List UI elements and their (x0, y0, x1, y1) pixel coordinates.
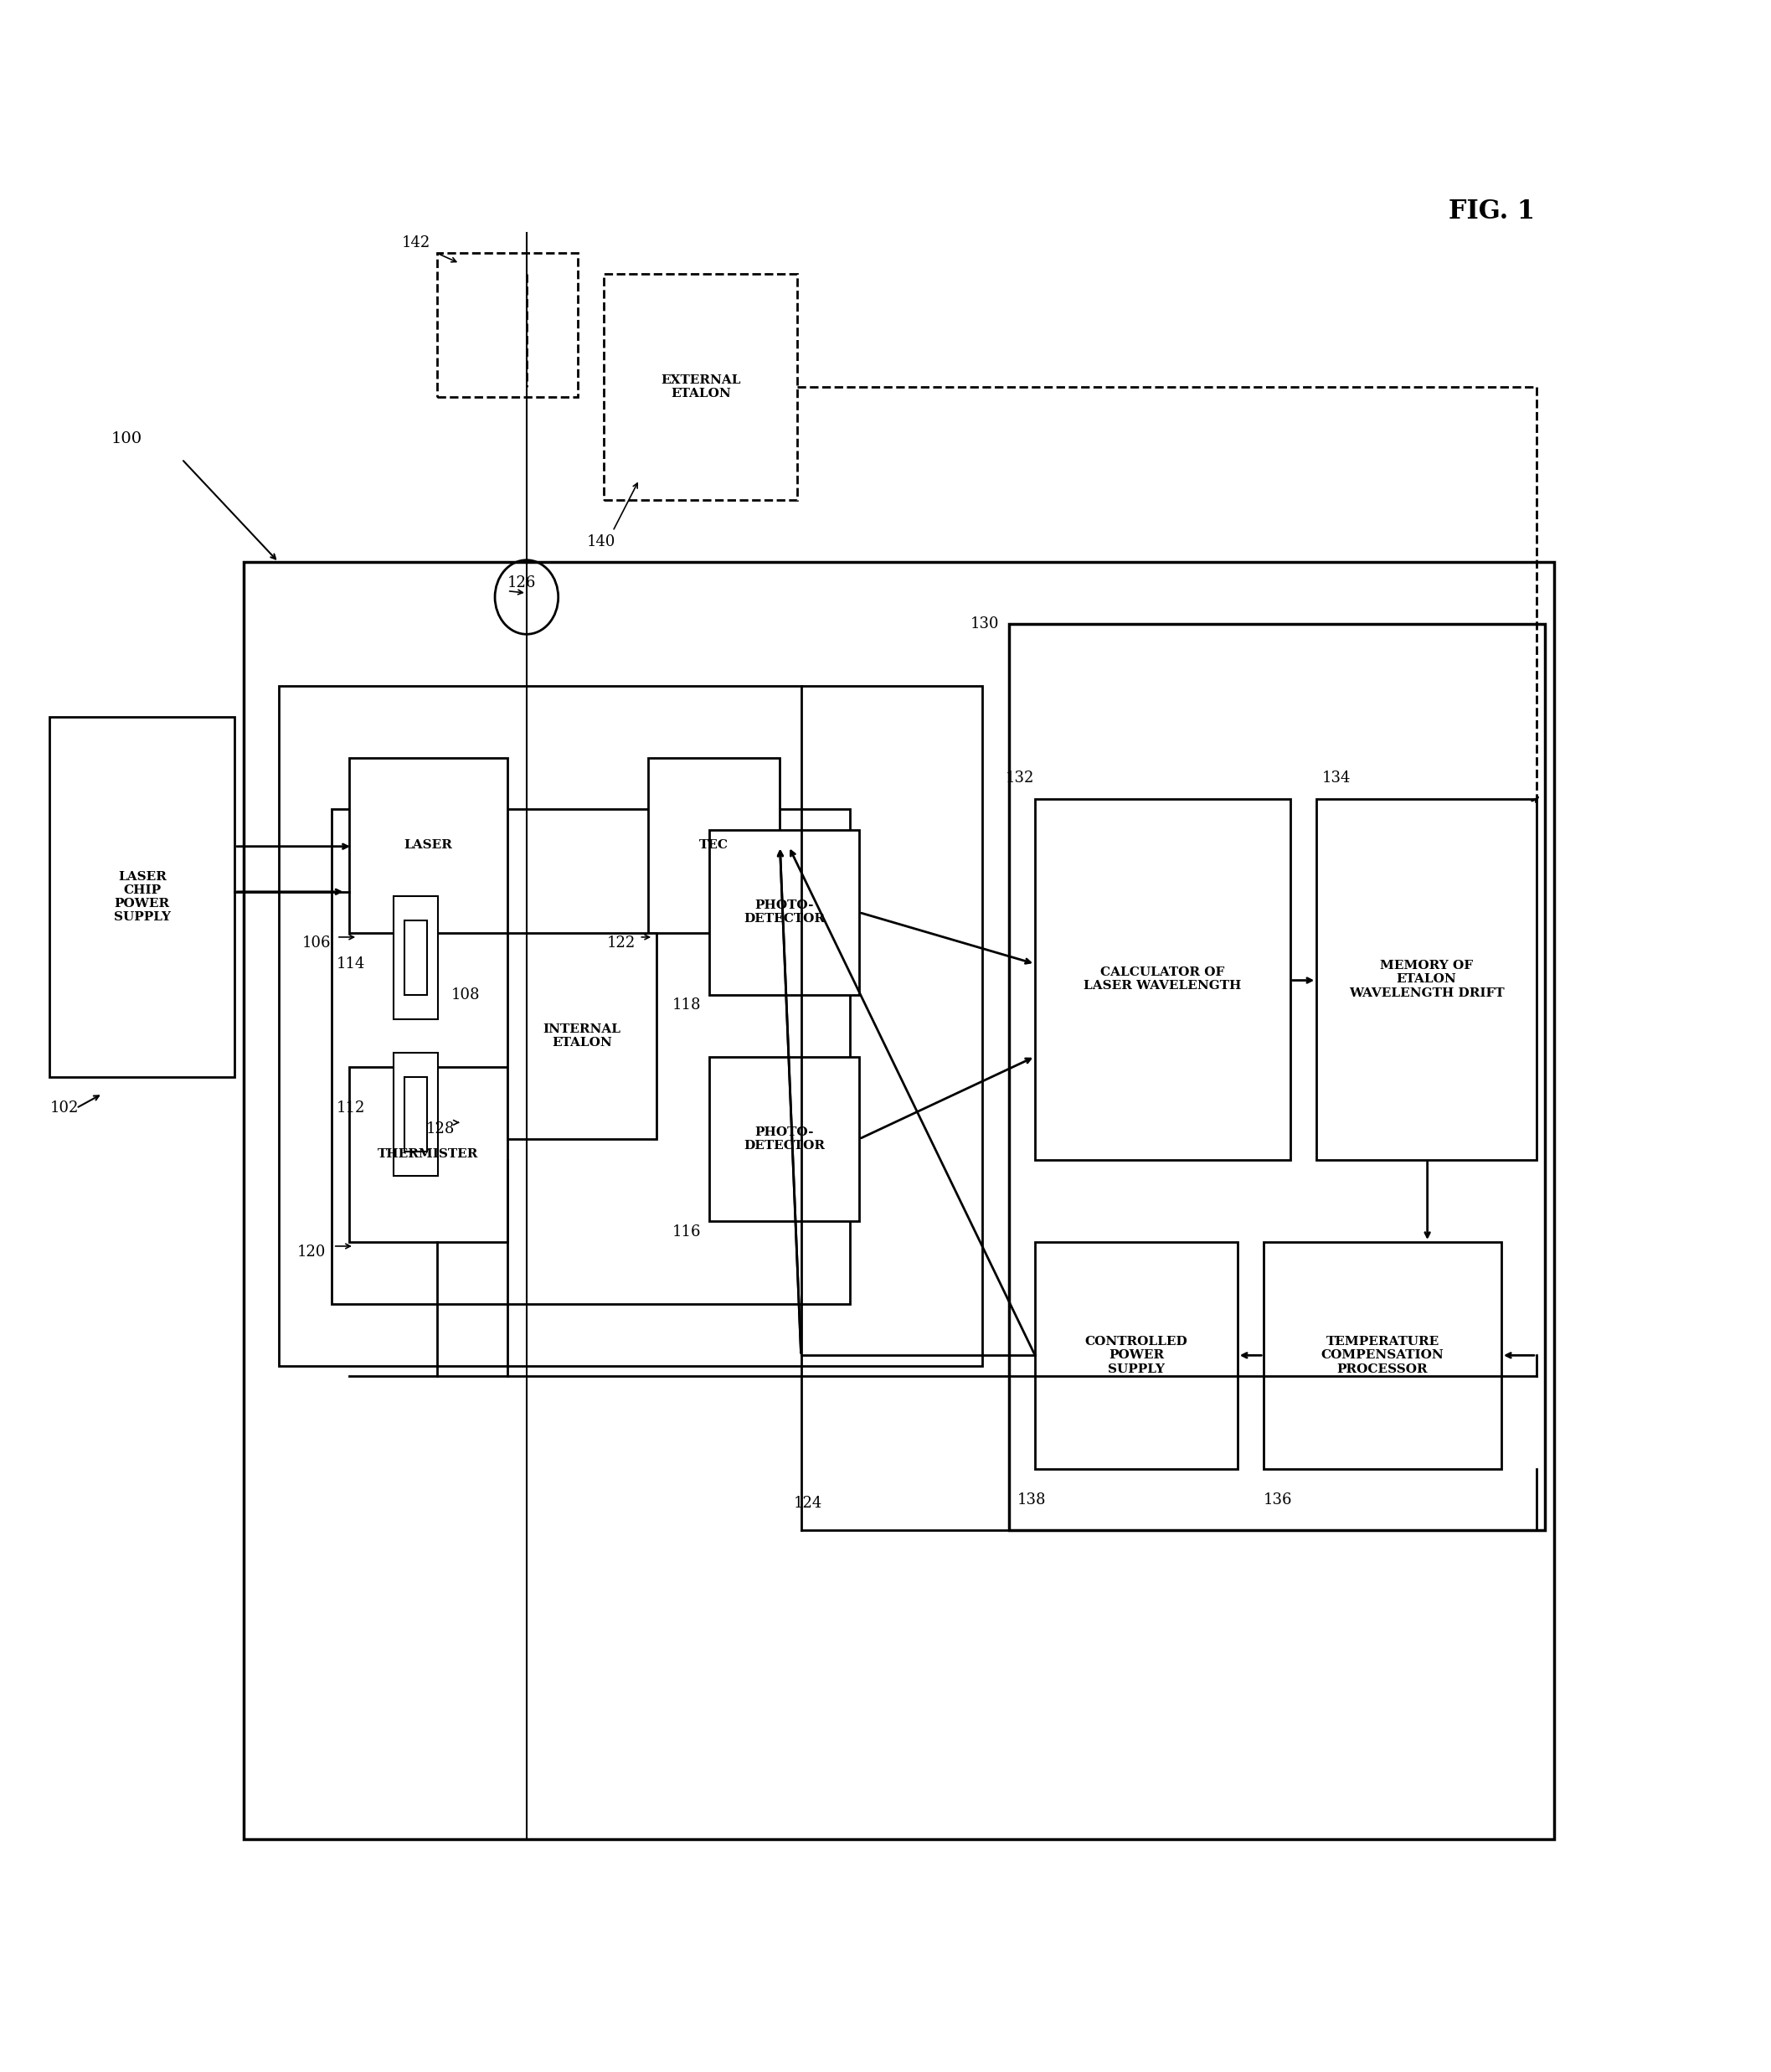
Text: 128: 128 (425, 1121, 455, 1135)
Text: 130: 130 (971, 615, 999, 632)
Text: 126: 126 (507, 576, 537, 591)
FancyBboxPatch shape (710, 831, 859, 995)
Text: LASER: LASER (404, 839, 452, 852)
Text: PHOTO-
DETECTOR: PHOTO- DETECTOR (744, 899, 825, 924)
Text: 114: 114 (336, 957, 365, 972)
FancyBboxPatch shape (393, 1053, 437, 1177)
Text: 112: 112 (336, 1100, 365, 1115)
FancyBboxPatch shape (648, 758, 779, 932)
FancyBboxPatch shape (349, 758, 507, 932)
FancyBboxPatch shape (331, 810, 850, 1303)
Text: 120: 120 (298, 1245, 326, 1260)
FancyBboxPatch shape (710, 1057, 859, 1220)
Text: PHOTO-
DETECTOR: PHOTO- DETECTOR (744, 1127, 825, 1152)
Text: 124: 124 (793, 1496, 824, 1510)
Text: 116: 116 (671, 1225, 701, 1239)
Text: 106: 106 (303, 937, 331, 951)
Text: 100: 100 (112, 431, 142, 445)
Text: LASER
CHIP
POWER
SUPPLY: LASER CHIP POWER SUPPLY (113, 870, 170, 924)
Text: 118: 118 (671, 997, 701, 1013)
FancyBboxPatch shape (1264, 1241, 1502, 1469)
Text: 132: 132 (1006, 771, 1034, 785)
FancyBboxPatch shape (406, 920, 427, 995)
FancyBboxPatch shape (393, 895, 437, 1019)
Text: TEC: TEC (700, 839, 728, 852)
Text: 134: 134 (1321, 771, 1351, 785)
FancyBboxPatch shape (243, 562, 1555, 1840)
Text: 138: 138 (1018, 1492, 1047, 1506)
Text: 136: 136 (1264, 1492, 1293, 1506)
FancyBboxPatch shape (437, 253, 577, 398)
Text: EXTERNAL
ETALON: EXTERNAL ETALON (661, 375, 740, 400)
Text: MEMORY OF
ETALON
WAVELENGTH DRIFT: MEMORY OF ETALON WAVELENGTH DRIFT (1350, 959, 1504, 999)
Text: THERMISTER: THERMISTER (377, 1148, 478, 1160)
FancyBboxPatch shape (507, 932, 657, 1140)
FancyBboxPatch shape (406, 1077, 427, 1152)
FancyBboxPatch shape (50, 717, 234, 1077)
Text: FIG. 1: FIG. 1 (1449, 199, 1535, 226)
FancyBboxPatch shape (278, 686, 983, 1365)
Text: 142: 142 (402, 236, 430, 251)
FancyBboxPatch shape (1009, 624, 1546, 1531)
Text: INTERNAL
ETALON: INTERNAL ETALON (544, 1024, 622, 1048)
FancyBboxPatch shape (349, 1067, 507, 1241)
FancyBboxPatch shape (1034, 800, 1289, 1160)
Text: 122: 122 (607, 937, 636, 951)
FancyBboxPatch shape (604, 274, 797, 499)
Text: CALCULATOR OF
LASER WAVELENGTH: CALCULATOR OF LASER WAVELENGTH (1084, 968, 1241, 992)
FancyBboxPatch shape (1034, 1241, 1238, 1469)
Text: 140: 140 (586, 535, 615, 549)
Text: 102: 102 (50, 1100, 78, 1115)
Text: 108: 108 (452, 986, 480, 1003)
FancyBboxPatch shape (1316, 800, 1537, 1160)
Text: TEMPERATURE
COMPENSATION
PROCESSOR: TEMPERATURE COMPENSATION PROCESSOR (1321, 1336, 1443, 1376)
Text: CONTROLLED
POWER
SUPPLY: CONTROLLED POWER SUPPLY (1086, 1336, 1188, 1376)
